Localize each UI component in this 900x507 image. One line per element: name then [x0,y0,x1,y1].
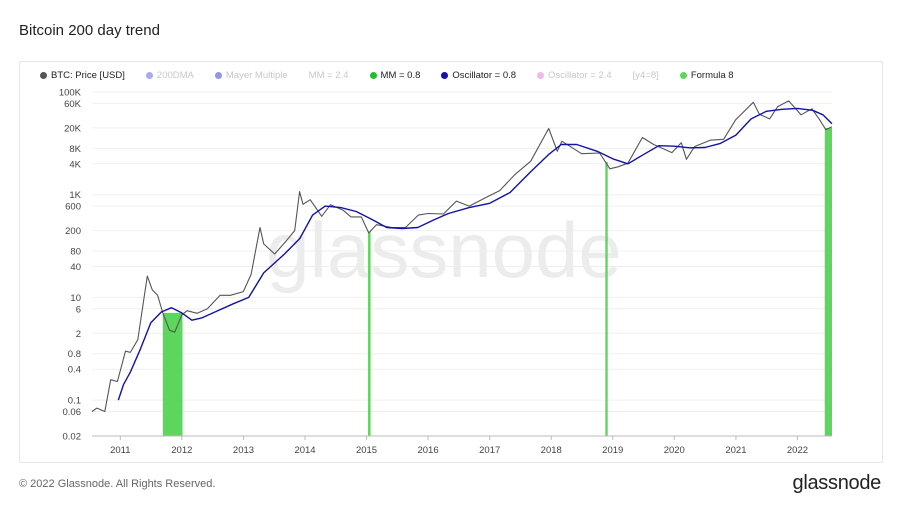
y-tick-label: 0.8 [68,349,81,360]
legend-dot-icon [214,72,222,79]
x-tick-label: 2021 [725,445,746,456]
legend-dot-icon [679,72,687,79]
legend-item[interactable]: MM = 0.8 [369,70,421,81]
legend-label: Oscillator = 0.8 [452,70,517,81]
formula-bar [605,161,608,436]
x-tick-label: 2014 [294,445,315,456]
y-tick-label: 6 [76,304,81,315]
x-tick-label: 2018 [541,445,562,456]
legend-label: MM = 2.4 [308,70,349,81]
x-tick-label: 2016 [417,445,438,456]
x-tick-label: 2020 [664,445,685,456]
y-tick-label: 8K [69,144,81,155]
legend-item[interactable]: Oscillator = 0.8 [441,70,516,81]
x-tick-label: 2022 [787,445,808,456]
y-tick-label: 0.02 [63,432,82,443]
y-tick-label: 100K [59,88,82,99]
series-lines [91,100,833,413]
legend-dot-icon [40,72,47,79]
legend-item[interactable]: Oscillator = 2.4 [537,70,612,81]
y-tick-label: 0.4 [68,365,81,376]
legend-label: Formula 8 [690,70,734,81]
y-tick-label: 200 [65,226,81,237]
y-tick-label: 10 [70,293,81,304]
formula-bar [368,231,371,436]
formula-bar [824,128,832,436]
y-tick-label: 0.1 [68,396,81,407]
legend-label: BTC: Price [USD] [51,70,125,81]
copyright-text: © 2022 Glassnode. All Rights Reserved. [19,478,216,490]
legend-dot-icon [441,72,449,79]
legend-label: Oscillator = 2.4 [548,70,612,81]
page-title: Bitcoin 200 day trend [19,22,160,39]
legend-item[interactable]: MM = 2.4 [309,70,349,81]
legend-dot-icon [145,72,153,79]
legend-label: 200DMA [156,70,194,81]
x-tick-label: 2011 [110,445,130,456]
legend-dot-icon [537,72,545,79]
glassnode-logo[interactable]: glassnode [792,472,882,494]
y-tick-label: 1K [69,190,81,201]
chart-card: BTC: Price [USD] 200DMA Mayer Multiple MM =… [19,61,883,463]
x-tick-label: 2017 [479,445,500,456]
legend-label: Mayer Multiple [225,70,288,81]
y-tick-label: 20K [64,123,82,134]
watermark: glassnode [266,206,622,294]
y-tick-label: 2 [76,329,81,340]
legend-label: [y4=8] [632,70,659,81]
legend-label: MM = 0.8 [380,70,421,81]
legend-item[interactable]: [y4=8] [633,70,659,81]
y-tick-label: 60K [64,99,82,110]
oscillator-line [117,107,833,401]
x-tick-label: 2015 [356,445,377,456]
x-tick-label: 2013 [233,445,254,456]
y-tick-label: 4K [69,159,81,170]
chart-legend: BTC: Price [USD] 200DMA Mayer Multiple MM =… [40,70,755,81]
y-tick-label: 80 [70,247,81,258]
legend-dot-icon [369,72,377,79]
y-tick-label: 600 [65,202,81,213]
x-tick-label: 2019 [602,445,623,456]
x-axis: 2011 2012 2013 2014 2015 2016 2017 2018 2019 2020… [92,435,832,456]
legend-item[interactable]: Formula 8 [679,70,734,81]
x-tick-label: 2012 [171,445,192,456]
legend-item[interactable]: BTC: Price [USD] [40,70,125,81]
y-axis: 100K60K20K8K4K1K600200804010620.80.40.10… [59,88,82,443]
formula-bars [162,128,832,436]
legend-item[interactable]: 200DMA [145,70,194,81]
legend-item[interactable]: Mayer Multiple [214,70,288,81]
formula-bar [162,312,183,436]
y-tick-label: 40 [70,262,81,273]
y-tick-label: 0.06 [63,407,82,418]
